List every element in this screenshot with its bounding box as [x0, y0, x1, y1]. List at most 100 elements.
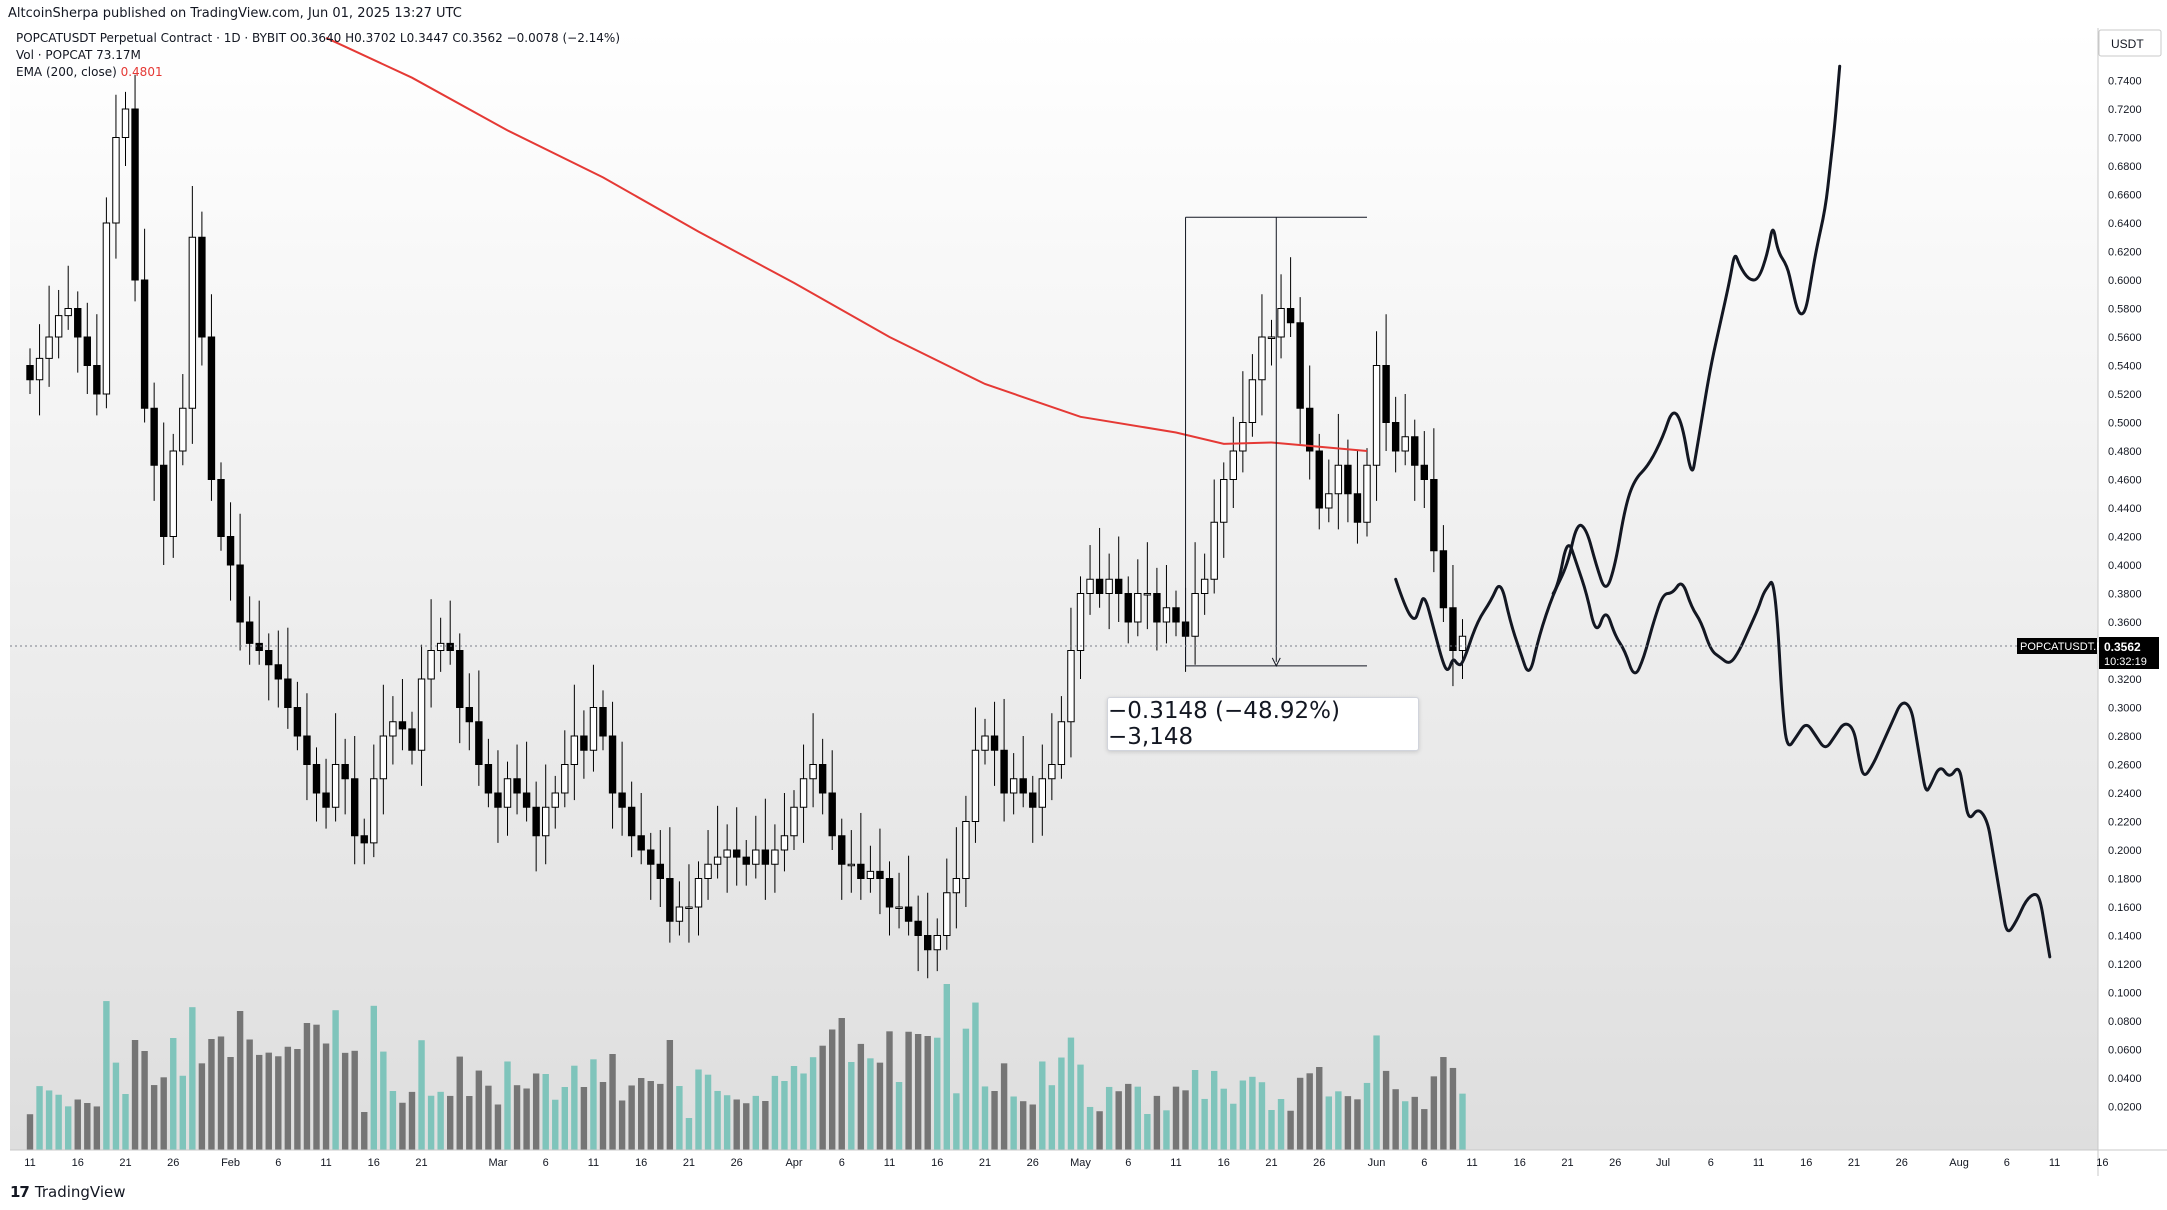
volume-bar — [991, 1091, 998, 1150]
volume-bar — [532, 1073, 540, 1150]
candle — [733, 849, 741, 858]
candle — [102, 222, 111, 395]
candle — [370, 778, 378, 844]
volume-bar — [418, 1040, 425, 1150]
price-tick-label: 0.3800 — [2108, 589, 2142, 601]
volume-bar — [122, 1094, 129, 1150]
volume-bar — [628, 1085, 635, 1150]
price-tick-label: 0.6400 — [2108, 218, 2142, 230]
candle — [752, 849, 760, 865]
candle — [494, 792, 502, 808]
time-tick-label: 11 — [1753, 1157, 1764, 1169]
volume-bar — [1000, 1063, 1008, 1150]
volume-bar — [676, 1086, 683, 1150]
price-tick-label: 0.6600 — [2108, 190, 2142, 202]
ema-label: EMA (200, close) — [16, 65, 117, 79]
candle — [1038, 778, 1046, 808]
volume-bar — [1220, 1088, 1227, 1150]
candle — [503, 778, 512, 808]
volume-bar — [1373, 1035, 1380, 1150]
volume-bar — [599, 1082, 607, 1150]
candle — [608, 735, 617, 794]
price-tick-label: 0.4800 — [2108, 446, 2142, 458]
volume-bar — [1430, 1076, 1438, 1150]
volume-bar — [513, 1085, 521, 1150]
volume-row[interactable]: Vol · POPCAT 73.17M — [16, 48, 141, 62]
volume-bar — [246, 1039, 253, 1150]
time-tick-label: 16 — [1218, 1157, 1230, 1169]
candle — [198, 236, 206, 338]
volume-bar — [714, 1090, 721, 1150]
volume-bar — [790, 1066, 798, 1150]
candle — [1420, 464, 1428, 480]
symbol-info[interactable]: POPCATUSDT Perpetual Contract · 1D · BYB… — [16, 31, 287, 45]
volume-bar — [1134, 1086, 1141, 1150]
price-tick-label: 0.2600 — [2108, 760, 2142, 772]
volume-bar — [1077, 1064, 1084, 1150]
ema-value: 0.4801 — [120, 65, 163, 79]
volume-bar — [332, 1010, 339, 1150]
candle — [1124, 593, 1132, 623]
price-tick-label: 0.1400 — [2108, 931, 2142, 943]
volume-bar — [752, 1095, 759, 1150]
candle — [847, 863, 855, 867]
volume-bar — [456, 1056, 463, 1150]
price-tick-label: 0.2800 — [2108, 731, 2142, 743]
price-axis[interactable]: 0.7400 0.7200 0.7000 0.6800 0.6600 0.6400 0.62… — [2108, 76, 2142, 1114]
volume-bar — [1010, 1096, 1017, 1150]
bullish-projection-path — [1394, 64, 1842, 672]
time-tick-label: 6 — [1421, 1157, 1427, 1169]
candle — [1382, 365, 1390, 423]
ema-row[interactable]: EMA (200, close) 0.4801 — [16, 64, 620, 81]
volume-bar — [733, 1099, 740, 1150]
time-tick-label: 11 — [588, 1157, 599, 1169]
volume-bar — [609, 1054, 616, 1150]
volume-bar — [1277, 1099, 1285, 1150]
volume-bar — [275, 1056, 282, 1150]
candle — [542, 806, 550, 837]
candle — [1172, 607, 1180, 623]
volume-bar — [322, 1043, 330, 1150]
candle — [1095, 578, 1104, 594]
volume-bar — [26, 1114, 34, 1150]
projection-paths — [1394, 64, 2052, 959]
time-axis[interactable]: 11 16 21 26 Feb 6 11 16 21 Mar 6 11 16 21 26 Apr 6 11 16 21… — [24, 1157, 2108, 1169]
currency-box[interactable] — [2098, 29, 2162, 57]
volume-bar — [1306, 1073, 1313, 1150]
time-tick-label: Jun — [1368, 1157, 1386, 1169]
time-tick-label: 21 — [415, 1157, 427, 1169]
price-range-measure[interactable] — [1185, 216, 1367, 668]
brand-label: TradingView — [34, 1183, 126, 1201]
volume-bar — [227, 1057, 234, 1150]
candle — [828, 792, 836, 837]
candle — [303, 735, 311, 765]
candle — [1067, 650, 1075, 723]
candle — [274, 664, 283, 680]
candle — [914, 920, 922, 936]
volume-bar — [943, 984, 950, 1150]
measure-arrow-head — [1271, 657, 1281, 668]
candle — [771, 849, 779, 865]
candle — [570, 735, 579, 765]
candle — [398, 721, 407, 730]
volume-bar — [962, 1028, 970, 1150]
candle — [475, 721, 483, 765]
tradingview-logo[interactable]: 17 TradingView — [10, 1183, 126, 1201]
price-tick-label: 0.1800 — [2108, 874, 2142, 886]
volume-bar — [485, 1085, 492, 1150]
volume-bar — [590, 1059, 597, 1150]
price-tick-label: 0.0800 — [2108, 1016, 2142, 1028]
candle — [857, 863, 865, 879]
candle — [93, 365, 101, 395]
candle — [895, 906, 903, 909]
candle — [179, 407, 187, 452]
candle — [54, 315, 63, 338]
time-tick-label: May — [1070, 1157, 1091, 1169]
candle — [981, 735, 989, 751]
volume-bar — [1105, 1086, 1113, 1150]
price-tick-label: 0.2000 — [2108, 845, 2142, 857]
volume-bar — [657, 1083, 664, 1150]
volume-bar — [313, 1024, 320, 1150]
time-tick-label: 26 — [1609, 1157, 1621, 1169]
